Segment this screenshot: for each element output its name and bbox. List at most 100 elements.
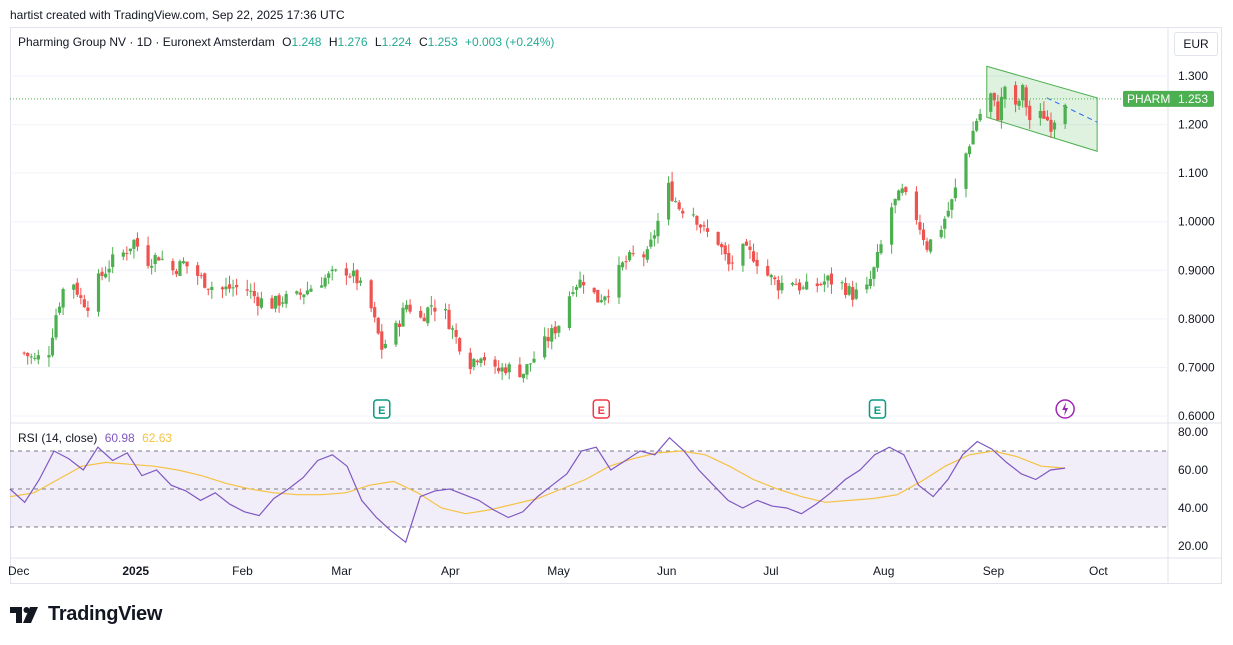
candle-body [61, 289, 65, 308]
candle-body [617, 264, 621, 298]
candle-body [766, 265, 770, 276]
rsi-legend: RSI (14, close) 60.98 62.63 [18, 431, 172, 445]
candle-body [918, 222, 922, 230]
candle-body [950, 199, 954, 210]
candle-body [620, 262, 625, 268]
tradingview-logo-icon [10, 606, 38, 623]
time-tick-label: Jul [763, 564, 778, 578]
candle-body [1063, 105, 1067, 125]
candle-body [210, 286, 214, 291]
candle-body [875, 251, 880, 268]
candle-body [776, 280, 780, 291]
candle-body [525, 364, 529, 375]
candle-body [989, 93, 993, 112]
candle-body [606, 296, 610, 298]
candle-body [1052, 122, 1057, 130]
price-tick-label: 1.0000 [1178, 215, 1215, 229]
candle-body [121, 252, 125, 257]
candle-body [578, 279, 582, 288]
candle-body [82, 299, 86, 308]
rsi-value: 60.98 [104, 431, 135, 445]
earnings-marker [373, 399, 391, 419]
candle-body [235, 284, 239, 288]
candle-body [128, 248, 132, 252]
candle-body [380, 331, 384, 350]
rsi-tick-label: 40.00 [1178, 501, 1208, 515]
candle-body [203, 273, 207, 288]
change-value: +0.003 (+0.24%) [464, 35, 555, 49]
candle-body [231, 287, 235, 289]
candle-body [327, 273, 331, 278]
candle-body [36, 355, 40, 360]
candle-body [181, 261, 186, 264]
candle-body [270, 298, 274, 309]
candle-body [581, 282, 586, 286]
candle-body [702, 225, 706, 227]
candle-body [723, 245, 727, 255]
candle-body [794, 284, 798, 286]
candle-body [1038, 110, 1042, 119]
candle-body [146, 245, 150, 267]
candle-body [975, 120, 979, 131]
price-tag-value: 1.253 [1178, 92, 1208, 106]
time-tick-label: 2025 [122, 564, 149, 578]
price-axis: 1.300 1.200 1.100 1.0000 0.9000 0.8000 0.7000 0… [1178, 69, 1215, 423]
candle-body [33, 357, 37, 359]
time-tick-label: Oct [1089, 564, 1108, 578]
price-tick-label: 0.9000 [1178, 263, 1215, 277]
candle-body [705, 228, 710, 232]
candle-body [890, 207, 894, 245]
candle-body [482, 356, 487, 361]
candle-body [497, 367, 501, 372]
currency-button[interactable]: EUR [1174, 32, 1218, 56]
candle-body [150, 265, 154, 268]
candle-body [826, 275, 830, 281]
candle-body [227, 284, 232, 289]
candle-body [355, 270, 359, 284]
candle-body [132, 239, 136, 249]
candle-body [383, 343, 387, 349]
rsi-ma-value: 62.63 [142, 431, 173, 445]
candle-body [844, 283, 848, 296]
tradingview-logo: TradingView [10, 603, 162, 626]
candle-body [769, 274, 773, 278]
candle-body [458, 338, 462, 352]
candle-body [171, 260, 175, 271]
candle-body [557, 325, 561, 333]
candle-body [532, 358, 536, 363]
rsi-pane [9, 436, 1168, 544]
candle-body [1021, 85, 1025, 101]
candle-body [553, 326, 557, 334]
candle-body [249, 290, 253, 292]
candle-body [196, 265, 200, 276]
candle-body [351, 270, 356, 277]
candle-body [295, 291, 299, 294]
candle-body [868, 279, 872, 287]
candle-body [748, 246, 752, 250]
candle-body [50, 337, 55, 356]
candle-body [567, 296, 572, 328]
candle-body [815, 283, 819, 287]
rsi-tick-label: 60.00 [1178, 463, 1208, 477]
candle-body [603, 296, 607, 301]
candle-body [256, 296, 260, 306]
candle-body [865, 284, 869, 290]
candle-body [964, 153, 968, 189]
candle-body [900, 188, 904, 193]
time-tick-label: Dec [8, 564, 29, 578]
open-value: 1.248 [291, 35, 322, 49]
candles [22, 81, 1067, 383]
candle-body [571, 292, 575, 294]
candle-body [454, 330, 458, 337]
grid-lines [10, 28, 1222, 584]
candle-body [1013, 85, 1018, 105]
candle-body [26, 352, 30, 357]
candle-body [978, 113, 982, 121]
candle-body [394, 322, 398, 345]
candle-body [574, 287, 579, 290]
candle-body [854, 289, 858, 299]
high-label: H [328, 35, 338, 49]
candle-body [397, 323, 402, 328]
candle-body [408, 304, 412, 312]
